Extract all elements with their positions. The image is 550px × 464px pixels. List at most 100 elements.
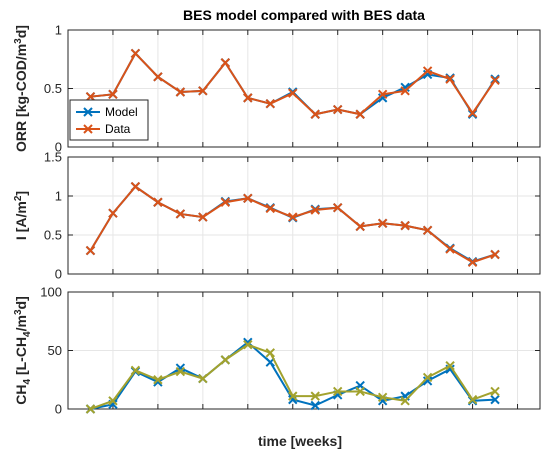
panel-orr-point-data-17-b <box>467 108 478 118</box>
panel-ch4-point-model-18-b <box>490 394 500 405</box>
panel-current-point-data-16-b <box>445 244 455 254</box>
panel-orr-point-model-13-b <box>377 93 388 103</box>
panel-current-point-data-17-b <box>467 257 478 268</box>
panel-current-point-data-15-b <box>422 225 433 236</box>
panel-orr-point-data-12-b <box>355 109 365 119</box>
panel-ch4-ylabel: CH4 [L-CH4/m3d] <box>13 296 33 404</box>
panel-orr-point-data-16 <box>445 74 455 84</box>
panel-current-point-data-9 <box>288 212 298 222</box>
ylabel-sup: 3 <box>13 309 24 315</box>
panel-orr-point-data-10-b <box>310 109 320 119</box>
panel-ch4-point-data-1-b <box>108 396 118 406</box>
panel-orr-ytick-label-1: 0.5 <box>44 81 62 96</box>
panel-orr-point-data-17 <box>467 108 478 118</box>
panel-ch4-point-data-1 <box>108 396 118 406</box>
panel-ch4-point-data-12-b <box>355 386 365 397</box>
panel-ch4-point-data-17 <box>467 394 478 405</box>
panel-current-point-data-8-b <box>265 203 275 214</box>
panel-current-point-data-0 <box>85 245 96 256</box>
panel-orr-point-model-14 <box>400 82 410 93</box>
panel-current-point-data-5 <box>198 212 208 222</box>
panel-ch4-point-model-16-b <box>445 364 455 374</box>
ylabel-part: /m <box>13 315 29 331</box>
panel-ch4-point-data-18 <box>490 386 500 397</box>
panel-orr-point-data-6-b <box>220 58 231 68</box>
panel-current-point-data-6-b <box>220 197 231 207</box>
panel-current-point-data-2 <box>130 181 141 192</box>
panel-ch4-point-model-18 <box>490 394 500 405</box>
panel-ch4-ytick-label-0: 0 <box>55 402 62 417</box>
panel-orr-point-data-12 <box>355 109 365 119</box>
panel-ch4-point-data-3-b <box>153 375 163 385</box>
legend-box <box>69 99 149 141</box>
panel-current-point-data-8 <box>265 203 275 214</box>
panel-current-point-data-3 <box>153 197 163 207</box>
ylabel-part: I [A/m <box>13 201 29 240</box>
panel-orr-point-data-10 <box>310 109 320 119</box>
panel-orr-point-data-3 <box>153 72 163 82</box>
panel-orr-point-data-0 <box>85 91 96 102</box>
panel-current-point-data-16 <box>445 244 455 254</box>
panel-ch4-series-data <box>85 339 500 414</box>
panel-ch4-point-data-6 <box>220 355 231 365</box>
panel-ch4-point-model-7-b <box>243 337 253 348</box>
panel-current-point-data-9-b <box>288 212 298 222</box>
ylabel-part: ORR [kg-COD/m <box>13 44 29 152</box>
panel-current-point-data-2-b <box>130 181 141 192</box>
panel-ch4-ytick-label-1: 50 <box>48 343 62 358</box>
panel-orr-point-data-4-b <box>175 87 186 97</box>
panel-current-ytick-label-0: 0 <box>55 267 62 282</box>
panel-orr-point-data-18-b <box>490 75 500 86</box>
panel-orr-point-data-5-b <box>198 86 208 96</box>
panel-ch4-point-model-4 <box>175 363 186 373</box>
panel-current-point-data-18-b <box>490 249 500 260</box>
panel-orr-point-data-14 <box>400 86 410 96</box>
ylabel-part: d] <box>13 25 29 38</box>
panel-current-ytick-label-3: 1.5 <box>44 150 62 165</box>
ylabel-part: [L-CH <box>13 337 29 379</box>
panel-orr-point-data-9-b <box>288 88 298 98</box>
panel-ch4-point-data-7 <box>243 339 253 350</box>
panel-orr-point-data-7 <box>243 93 253 103</box>
panel-current-point-data-12 <box>355 221 365 232</box>
panel-orr-point-data-3-b <box>153 72 163 82</box>
panel-current-point-data-1 <box>108 208 118 218</box>
panel-ch4-point-data-10-b <box>310 391 320 401</box>
panel-ch4-point-model-15-b <box>422 376 433 386</box>
panel-current-point-data-14 <box>400 220 410 231</box>
ylabel-part: ] <box>13 191 29 196</box>
panel-orr-point-model-14-b <box>400 82 410 93</box>
chart-title: BES model compared with BES data <box>183 7 425 23</box>
panel-orr-point-data-13 <box>377 89 388 100</box>
panel-orr-point-data-13-b <box>377 89 388 100</box>
panel-current-point-data-15 <box>422 225 433 236</box>
panel-orr-point-data-11 <box>333 104 343 115</box>
panel-orr-point-data-8 <box>265 99 275 109</box>
panel-orr-point-data-2-b <box>130 48 141 59</box>
legend-marker-model-b <box>83 107 93 117</box>
panel-current-point-data-5-b <box>198 212 208 222</box>
panel-current: 0 0.5 1 1.5 I [A/m2] <box>13 150 541 282</box>
panel-ch4-point-data-12 <box>355 386 365 397</box>
panel-ch4-point-data-9-b <box>288 391 298 401</box>
panel-ch4-point-data-11-b <box>333 386 343 397</box>
panel-ch4-point-data-0-b <box>85 404 96 414</box>
panel-orr-point-model-13 <box>377 93 388 103</box>
panel-current-point-data-17 <box>467 257 478 268</box>
panel-ch4-point-data-5 <box>198 373 208 384</box>
legend-label-data: Data <box>105 122 131 136</box>
panel-ch4-point-model-1-b <box>108 399 118 410</box>
panel-current-point-data-11 <box>333 202 343 213</box>
panel-current-ylabel: I [A/m2] <box>13 191 29 240</box>
legend-label-model: Model <box>105 105 138 119</box>
panel-ch4-point-data-16-b <box>445 361 455 371</box>
panel-ch4-point-data-16 <box>445 361 455 371</box>
legend-marker-data <box>83 124 93 134</box>
panel-ch4-point-data-2-b <box>130 365 141 376</box>
ylabel-part: CH <box>13 385 29 405</box>
panel-ch4-point-data-6-b <box>220 355 231 365</box>
panel-current-point-data-1-b <box>108 208 118 218</box>
panel-ch4-point-data-8-b <box>265 348 275 358</box>
panel-ch4-point-data-13 <box>377 392 388 403</box>
